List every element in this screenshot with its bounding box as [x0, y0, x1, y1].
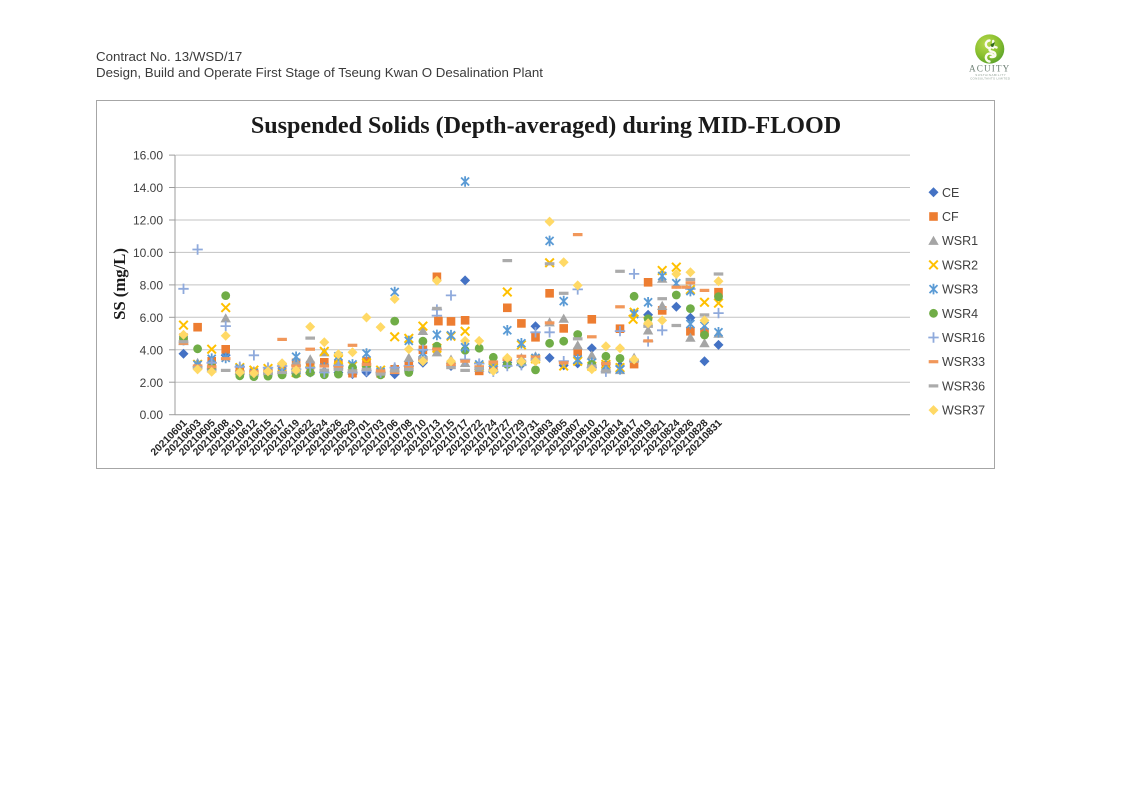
svg-text:CF: CF [942, 210, 959, 224]
svg-text:4.00: 4.00 [140, 343, 164, 357]
svg-text:SUSTAINABILITY: SUSTAINABILITY [975, 73, 1006, 77]
svg-text:10.00: 10.00 [133, 246, 163, 260]
svg-text:CONSULTANTS LIMITED: CONSULTANTS LIMITED [970, 77, 1011, 81]
svg-text:WSR33: WSR33 [942, 355, 985, 369]
svg-text:0.00: 0.00 [140, 408, 164, 422]
svg-text:WSR1: WSR1 [942, 234, 978, 248]
svg-text:ACUITY: ACUITY [969, 64, 1010, 74]
svg-text:Suspended Solids (Depth-averag: Suspended Solids (Depth-averaged) during… [251, 113, 841, 139]
svg-text:16.00: 16.00 [133, 149, 163, 163]
svg-text:WSR16: WSR16 [942, 331, 985, 345]
svg-text:CE: CE [942, 186, 959, 200]
svg-text:SS (mg/L): SS (mg/L) [110, 248, 129, 320]
svg-text:WSR2: WSR2 [942, 258, 978, 272]
svg-text:WSR3: WSR3 [942, 283, 978, 297]
svg-text:14.00: 14.00 [133, 181, 163, 195]
svg-text:8.00: 8.00 [140, 278, 164, 292]
svg-text:6.00: 6.00 [140, 311, 164, 325]
svg-text:12.00: 12.00 [133, 214, 163, 228]
svg-text:WSR36: WSR36 [942, 379, 985, 393]
svg-text:WSR37: WSR37 [942, 404, 985, 418]
svg-text:WSR4: WSR4 [942, 307, 978, 321]
svg-text:2.00: 2.00 [140, 376, 164, 390]
